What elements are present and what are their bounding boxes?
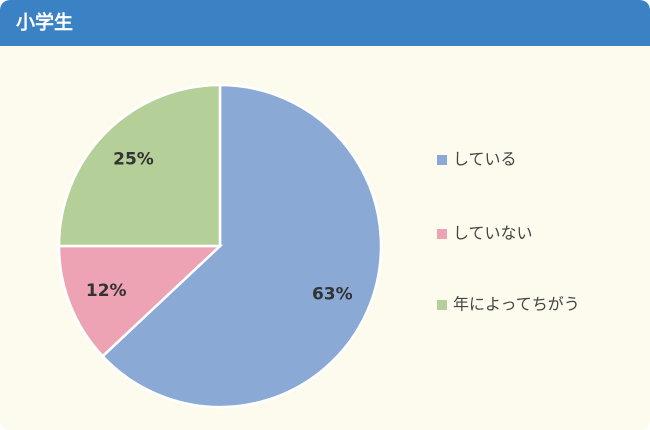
pie-slice [100, 83, 383, 409]
value-label: 12% [86, 281, 127, 301]
legend-swatch [437, 155, 447, 165]
header-bar [0, 0, 650, 46]
pie-slice [57, 83, 222, 248]
legend-label: 年によってちがう [453, 295, 580, 314]
chart-title: 小学生 [16, 11, 73, 34]
legend-label: していない [453, 224, 533, 243]
legend-swatch [437, 300, 447, 310]
legend-label: している [453, 150, 517, 169]
legend-swatch [437, 229, 447, 239]
pie-slice [57, 244, 224, 358]
value-label: 25% [113, 149, 154, 169]
value-label: 63% [312, 285, 353, 305]
